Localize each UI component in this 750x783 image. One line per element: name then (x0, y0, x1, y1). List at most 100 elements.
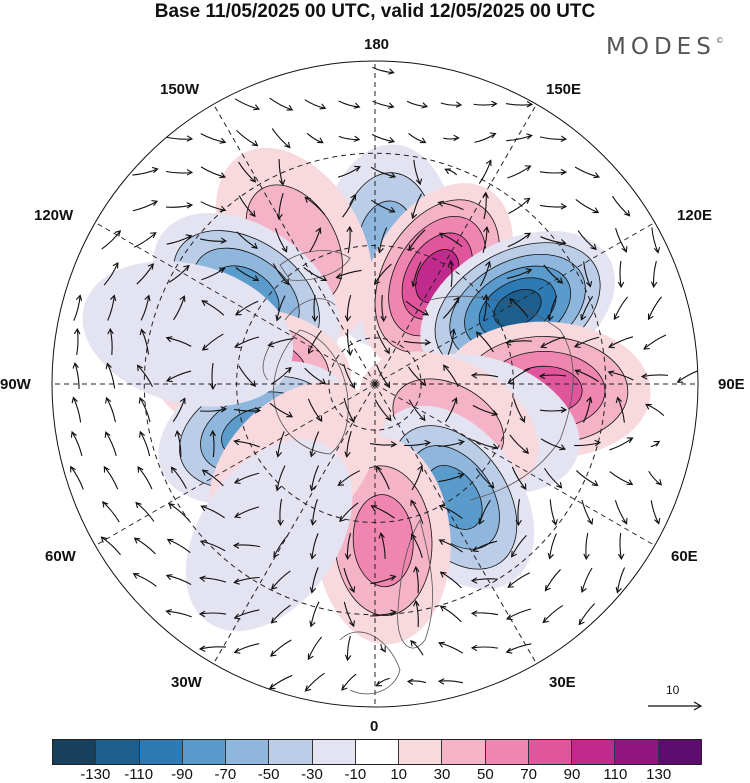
wind-arrow (470, 610, 499, 617)
wind-arrow (612, 195, 631, 217)
colorbar-swatch (312, 740, 356, 764)
wind-arrow (507, 368, 531, 384)
wind-arrow (471, 540, 498, 553)
wind-arrow (413, 159, 423, 186)
colorbar-tick-label: -130 (80, 766, 111, 783)
colorbar-swatch (658, 740, 701, 764)
wind-arrow (198, 610, 227, 618)
wind-arrow (102, 501, 120, 523)
wind-arrow (408, 133, 427, 144)
latitude-circle (143, 152, 607, 616)
wind-arrow (376, 465, 390, 490)
wind-arrow (438, 472, 465, 483)
wind-arrow (233, 336, 260, 349)
colorbar-tick-label: -70 (214, 766, 237, 783)
wind-arrow (470, 577, 499, 584)
wind-arrow (275, 431, 285, 458)
wind-arrow (140, 294, 151, 321)
wind-arrow (170, 466, 187, 489)
wind-arrow (70, 430, 83, 457)
wind-arrow (438, 232, 463, 248)
wind-arrow (168, 264, 190, 283)
wind-arrow (233, 506, 260, 519)
wind-arrow (372, 100, 395, 109)
colorbar-tick-label: 130 (646, 766, 672, 783)
wind-arrow (209, 429, 217, 458)
wind-arrow (269, 97, 294, 111)
wind-arrow (445, 397, 458, 423)
anomaly-layer (82, 144, 651, 645)
wind-arrow (107, 327, 114, 356)
wind-arrow (650, 500, 661, 525)
wind-arrow (411, 261, 422, 288)
wind-arrow (307, 398, 323, 423)
wind-arrow (371, 133, 396, 144)
wind-arrow (339, 502, 359, 523)
wind-arrow (574, 369, 599, 383)
wind-arrow (199, 539, 226, 552)
wind-arrow (72, 362, 80, 389)
wind-arrow (73, 294, 83, 321)
colorbar-swatch (528, 740, 573, 764)
colorbar-swatch (226, 740, 270, 764)
wind-arrow (479, 260, 491, 287)
wind-arrow (375, 677, 390, 687)
lon-label-120w: 120W (34, 207, 74, 224)
siberia-coast (429, 295, 574, 501)
wind-arrow (475, 468, 495, 489)
wind-arrow (378, 532, 386, 559)
wind-arrow (470, 644, 499, 652)
wind-arrow (540, 438, 566, 451)
wind-arrow (304, 99, 327, 110)
wind-arrow (309, 567, 319, 594)
wind-arrow (540, 336, 566, 349)
wind-arrow (513, 398, 526, 423)
wind-arrow (443, 364, 459, 388)
wind-arrow (73, 327, 81, 356)
wind-arrow (174, 430, 182, 457)
wind-arrow (473, 100, 498, 108)
lon-label-90e: 90E (718, 376, 745, 393)
wind-arrow (369, 441, 398, 448)
wind-arrow (506, 133, 533, 142)
wind-arrow (539, 135, 568, 142)
wind-arrow (482, 191, 489, 220)
colorbar-swatch (485, 740, 529, 764)
wind-arrow (374, 399, 392, 422)
wind-arrow (133, 537, 156, 555)
wind-arrow (482, 226, 490, 254)
map-boundary (51, 60, 699, 708)
wind-arrow (337, 470, 360, 486)
wind-arrow (580, 295, 594, 321)
wind-arrow (544, 569, 561, 592)
wind-arrow (370, 574, 397, 585)
colorbar-tick-label: -90 (171, 766, 193, 783)
wind-arrow (583, 261, 593, 288)
wind-arrow (403, 339, 432, 346)
wind-arrow (549, 499, 558, 526)
colorbar-tick-label: 10 (390, 766, 407, 783)
greenland-coast (273, 329, 349, 455)
wind-arrow (165, 135, 194, 142)
wind-arrow (233, 407, 262, 414)
wind-arrow (201, 333, 224, 351)
lon-label-30e: 30E (549, 674, 576, 691)
wind-arrow (138, 396, 151, 423)
wind-arrow (271, 128, 291, 149)
wind-arrow (309, 465, 320, 492)
wind-arrow (408, 399, 426, 422)
wind-arrow (507, 572, 531, 588)
wind-arrow (132, 199, 159, 212)
wind-arrow (507, 232, 532, 248)
colorbar-tick-label: 70 (520, 766, 537, 783)
wind-arrow (574, 439, 602, 447)
wind-arrow (269, 402, 294, 418)
wind-arrow (472, 439, 499, 450)
wind-arrow (342, 193, 357, 218)
wind-arrow (311, 294, 319, 323)
wind-arrow (444, 168, 458, 176)
wind-arrow (135, 501, 155, 522)
wind-arrow (309, 227, 322, 253)
wind-arrow (380, 294, 387, 323)
